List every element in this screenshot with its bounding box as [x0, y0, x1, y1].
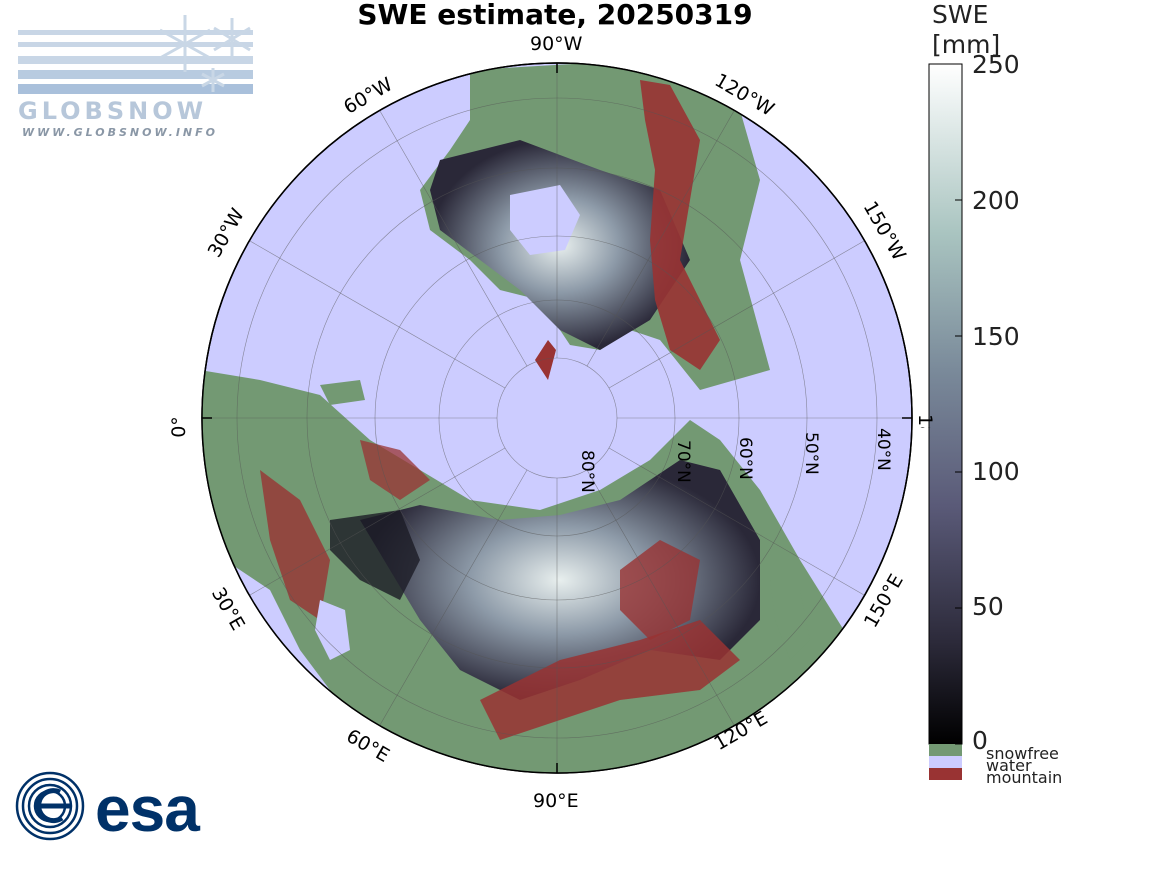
- europe-mountains: [260, 470, 330, 620]
- legend-water: water: [986, 756, 1032, 775]
- colorbar-tick-150: 150: [972, 322, 1020, 351]
- colorbar-tick-50: 50: [972, 592, 1004, 621]
- rockies-mountain: [640, 80, 720, 370]
- colorbar-title-line2: [mm]: [932, 30, 1001, 59]
- landmasses: [202, 63, 850, 773]
- lon-label-180: 180: [914, 414, 936, 428]
- colorbar-tick-0: 0: [972, 726, 988, 755]
- greenland-edge: [535, 340, 556, 380]
- page-title: SWE estimate, 20250319: [357, 0, 753, 31]
- globsnow-logo: [18, 15, 253, 94]
- lat-label-50n: 50°N: [801, 432, 821, 475]
- globsnow-url: WWW.GLOBSNOW.INFO: [22, 126, 219, 139]
- lon-label-0: 0°: [167, 416, 190, 438]
- siberia-dark: [330, 510, 420, 600]
- lat-label-60n: 60°N: [735, 437, 755, 480]
- colorbar-water: [929, 756, 962, 768]
- kamchatka: [770, 580, 810, 660]
- lat-label-80n: 80°N: [577, 450, 597, 493]
- esa-logo-icon: [15, 771, 85, 841]
- lat-label-70n: 70°N: [673, 440, 693, 483]
- central-mountains: [620, 540, 700, 640]
- snowflake-icon: [159, 15, 251, 92]
- rim-ticks: [202, 63, 912, 773]
- colorbar-snowfree: [929, 744, 962, 756]
- iceland: [320, 380, 365, 405]
- colorbar-tick-200: 200: [972, 186, 1020, 215]
- lon-label-90w: 90°W: [530, 33, 583, 55]
- meridians: [202, 63, 912, 773]
- asia-mountains: [480, 620, 740, 740]
- colorbar-gradient: [928, 63, 963, 745]
- colorbar-mountain: [929, 768, 962, 780]
- esa-logo-text: esa: [95, 773, 200, 845]
- globsnow-logo-text: GLOBSNOW: [18, 97, 208, 125]
- colorbar-title-line1: SWE: [932, 0, 989, 29]
- legend-snowfree: snowfree: [986, 744, 1059, 763]
- colorbar-tick-250: 250: [972, 50, 1020, 79]
- legend-mountain: mountain: [986, 768, 1063, 787]
- lat-label-40n: 40°N: [873, 428, 893, 471]
- mediterranean: [225, 560, 330, 700]
- scandinavia: [360, 440, 430, 500]
- colorbar-ticks: [955, 63, 962, 745]
- hudson-bay: [510, 185, 580, 255]
- lon-label-90e: 90°E: [533, 790, 579, 812]
- colorbar-tick-100: 100: [972, 457, 1020, 486]
- caspian: [315, 600, 350, 660]
